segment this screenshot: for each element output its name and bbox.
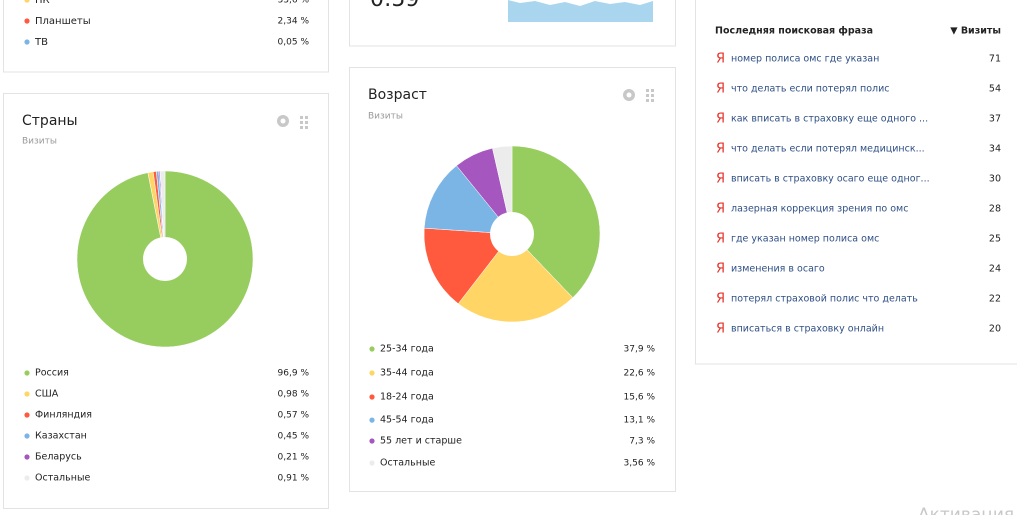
legend-label: США bbox=[35, 389, 59, 400]
legend-dot bbox=[24, 391, 29, 396]
engine-icon: Я bbox=[716, 322, 725, 337]
legend-dot bbox=[24, 433, 29, 438]
visits-value: 25 bbox=[989, 234, 1001, 245]
legend-label: 45-54 года bbox=[380, 415, 434, 426]
search-phrase[interactable]: что делать если потерял медицинск... bbox=[731, 144, 925, 155]
column-header[interactable]: ▼ Визиты bbox=[950, 26, 1001, 37]
legend-value: 96,9 % bbox=[278, 369, 310, 379]
legend-dot bbox=[369, 346, 374, 351]
search-phrase[interactable]: потерял страховой полис что делать bbox=[731, 294, 918, 305]
legend-label: 18-24 года bbox=[380, 392, 434, 403]
visits-value: 54 bbox=[989, 84, 1001, 95]
visits-value: 34 bbox=[989, 144, 1001, 155]
engine-icon: Я bbox=[716, 52, 725, 67]
legend-value: 2,34 % bbox=[278, 17, 310, 27]
visits-value: 22 bbox=[989, 294, 1001, 305]
legend-value: 22,6 % bbox=[624, 369, 656, 379]
legend-dot bbox=[24, 475, 29, 480]
legend-value: 37,9 % bbox=[624, 345, 656, 355]
legend-label: Россия bbox=[35, 368, 69, 379]
legend-label: ПК bbox=[35, 0, 50, 6]
search-phrase[interactable]: лазерная коррекция зрения по омс bbox=[731, 204, 908, 215]
visits-value: 30 bbox=[989, 174, 1001, 185]
legend-value: 3,56 % bbox=[624, 459, 656, 469]
legend-dot bbox=[369, 370, 374, 375]
engine-icon: Я bbox=[716, 262, 725, 277]
age-title: Возраст bbox=[368, 87, 427, 103]
engine-icon: Я bbox=[716, 292, 725, 307]
search-phrase[interactable]: номер полиса омс где указан bbox=[731, 54, 879, 65]
legend-value: 0,57 % bbox=[278, 411, 310, 421]
search-phrase[interactable]: как вписать в страховку еще одного ... bbox=[731, 114, 928, 125]
legend-dot bbox=[24, 412, 29, 417]
engine-icon: Я bbox=[716, 82, 725, 97]
legend-value: 0,05 % bbox=[278, 38, 310, 48]
legend-label: 25-34 года bbox=[380, 344, 434, 355]
search-phrase[interactable]: вписать в страховку осаго еще одног... bbox=[731, 174, 930, 185]
legend-label: Остальные bbox=[35, 473, 90, 484]
legend-label: Финляндия bbox=[35, 410, 92, 421]
legend-value: 0,98 % bbox=[278, 390, 310, 400]
legend-value: 0,21 % bbox=[278, 453, 310, 463]
engine-icon: Я bbox=[716, 142, 725, 157]
visits-value: 24 bbox=[989, 264, 1001, 275]
legend-dot bbox=[369, 394, 374, 399]
legend-dot bbox=[24, 18, 29, 23]
legend-label: Беларусь bbox=[35, 452, 82, 463]
engine-icon: Я bbox=[716, 112, 725, 127]
search-phrase[interactable]: что делать если потерял полис bbox=[731, 84, 890, 95]
legend-value: 13,1 % bbox=[624, 416, 656, 426]
visits-value: 37 bbox=[989, 114, 1001, 125]
pie-hole bbox=[490, 212, 534, 256]
engine-icon: Я bbox=[716, 232, 725, 247]
pie-hole bbox=[143, 237, 187, 281]
legend-dot bbox=[369, 418, 374, 423]
legend-label: 35-44 года bbox=[380, 368, 434, 379]
visits-value: 71 bbox=[989, 54, 1001, 65]
settings-icon[interactable] bbox=[623, 89, 635, 101]
legend-value: 15,6 % bbox=[624, 393, 656, 403]
legend-label: Остальные bbox=[380, 458, 435, 469]
legend-dot bbox=[24, 454, 29, 459]
countries-subtitle: Визиты bbox=[22, 137, 57, 147]
devices-card bbox=[4, 0, 329, 72]
legend-dot bbox=[369, 438, 374, 443]
search-phrase[interactable]: вписаться в страховку онлайн bbox=[731, 324, 884, 335]
settings-icon[interactable] bbox=[277, 115, 289, 127]
column-header[interactable]: Последняя поисковая фраза bbox=[715, 26, 873, 37]
legend-value: 7,3 % bbox=[629, 437, 655, 447]
engine-icon: Я bbox=[716, 172, 725, 187]
legend-dot bbox=[24, 39, 29, 44]
legend-dot bbox=[24, 370, 29, 375]
search-phrase[interactable]: изменения в осаго bbox=[731, 264, 825, 275]
visits-value: 20 bbox=[989, 324, 1001, 335]
legend-value: 0,45 % bbox=[278, 432, 310, 442]
legend-label: Казахстан bbox=[35, 431, 87, 442]
legend-label: 55 лет и старше bbox=[380, 436, 462, 447]
engine-icon: Я bbox=[716, 202, 725, 217]
search-phrase[interactable]: где указан номер полиса омс bbox=[731, 234, 879, 245]
watermark: Активация bbox=[918, 505, 1014, 515]
time-value: 0:59 bbox=[370, 0, 419, 12]
countries-title: Страны bbox=[22, 113, 78, 129]
legend-value: 0,91 % bbox=[278, 474, 310, 484]
visits-value: 28 bbox=[989, 204, 1001, 215]
legend-value: 33,6 % bbox=[278, 0, 310, 6]
age-subtitle: Визиты bbox=[368, 112, 403, 122]
legend-label: ТВ bbox=[34, 37, 48, 48]
legend-label: Планшеты bbox=[35, 16, 91, 27]
legend-dot bbox=[369, 460, 374, 465]
